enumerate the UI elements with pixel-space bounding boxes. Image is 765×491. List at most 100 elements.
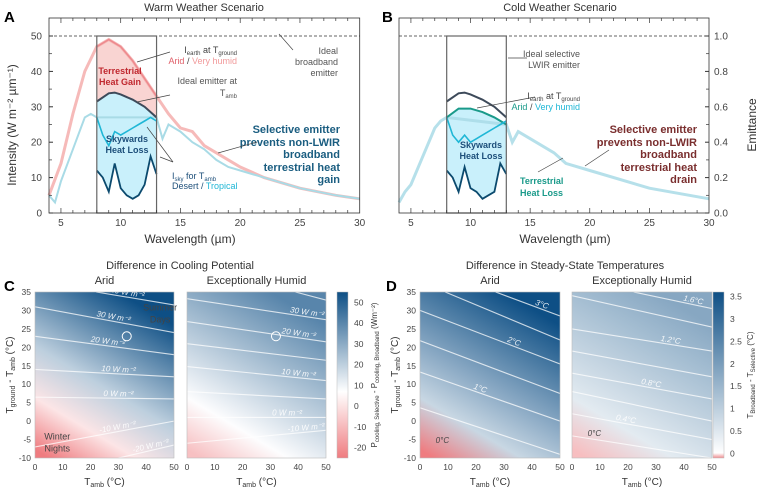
panel-label-c: C (4, 278, 15, 295)
skywards-label-2: Heat Loss (105, 145, 148, 155)
heatmap-arid: 40 W m⁻²30 W m⁻²20 W m⁻²10 W m⁻²0 W m⁻²-… (19, 275, 179, 489)
leader-line (136, 51, 171, 63)
colorbar-tick-label: 3.5 (730, 291, 742, 301)
y-axis-label-part: ground (395, 386, 402, 408)
contour-line (495, 292, 560, 317)
contour-line (444, 292, 560, 341)
x-tick-label: 15 (525, 218, 537, 229)
colorbar-tick-label: 2.5 (730, 336, 742, 346)
contour-label: 1°C (472, 382, 488, 395)
y-tick-label: 0.8 (714, 67, 728, 78)
panel-c: C Difference in Cooling Potential 40 W m… (4, 260, 381, 489)
colorbar-tick-label: 1 (730, 404, 735, 414)
selective-a-line: gain (317, 174, 340, 186)
contour-label: -10 W m⁻² (287, 421, 325, 433)
x-tick-label: 30 (266, 462, 276, 472)
contour-line (35, 335, 174, 356)
contour-line (295, 292, 326, 301)
colorbar-tick-label: 1.5 (730, 381, 742, 391)
x-tick-label: 0 (33, 462, 38, 472)
selective-a-line: broadband (283, 149, 340, 161)
x-tick-label: 30 (703, 218, 715, 229)
colorbar-label-part: - P (370, 383, 379, 395)
heat-gain-fill (96, 39, 157, 118)
panel-b-title: Cold Weather Scenario (503, 2, 617, 14)
y-tick-label: 30 (407, 305, 417, 315)
contour-line (35, 420, 174, 448)
heatmap-field (572, 292, 712, 458)
colorbar-label: Pcooling, Selective - Pcooling, Broadban… (370, 302, 381, 447)
colorbar-label-part: Broadband (751, 384, 757, 413)
colorbar-label-part: (Wm⁻²) (370, 302, 379, 331)
contour-label: 1.6°C (683, 294, 705, 307)
selective-b-line: terrestrial heat (621, 162, 698, 174)
y-tick-label: 30 (31, 102, 43, 113)
contour-line (187, 343, 326, 361)
y-tick-label: 0.2 (714, 173, 728, 184)
heatmap-field (420, 292, 560, 458)
leader-line (146, 126, 174, 163)
colorbar-tick-label: 2 (730, 359, 735, 369)
x-tick-label: 50 (169, 462, 179, 472)
contour-line (96, 292, 174, 306)
zero-contour-label: 0°C (436, 436, 450, 445)
x-tick-label: 30 (499, 462, 509, 472)
terrestrial-loss-1: Terrestrial (520, 176, 563, 186)
x-tick-label: 40 (679, 462, 689, 472)
selective-b-line: prevents non-LWIR (597, 137, 697, 149)
iearth-label-b: Iearth at Tground (527, 91, 580, 103)
x-axis-label: Tamb (°C) (236, 477, 276, 489)
x-tick-label: 30 (651, 462, 661, 472)
subplot-title: Exceptionally Humid (592, 275, 692, 287)
x-tick-label: 10 (465, 218, 477, 229)
colorbar-label-part: Selective (751, 347, 757, 372)
x-axis-label-part: amb (628, 482, 642, 489)
y-tick-label: 25 (22, 324, 32, 334)
y-tick-label: 0 (411, 416, 416, 426)
y-axis-label-part: ground (10, 386, 17, 408)
y-tick-label: 5 (411, 398, 416, 408)
iearth-legend: Arid / Very humid (168, 56, 237, 66)
panel-c-title: Difference in Cooling Potential (106, 260, 254, 272)
panel-a: A Warm Weather Scenario 5 10 15 20 25 30 0 10 20… (4, 2, 366, 246)
y-tick-label: -5 (23, 435, 31, 445)
x-tick-label: 40 (141, 462, 151, 472)
y-axis-label-part: - T (390, 371, 401, 386)
heatmap-frame (419, 291, 561, 459)
ideal-emitter-tamb-line (96, 91, 158, 119)
heatmap-frame (571, 291, 713, 459)
x-tick-label: 10 (595, 462, 605, 472)
colorbar-tick-label: -20 (354, 443, 367, 453)
ideal-emitter-tamb-line (446, 91, 507, 119)
contour-line (187, 320, 326, 343)
y-axis-label-part: T (5, 407, 16, 413)
colorbar-tick-label: 0.5 (730, 426, 742, 436)
contour-line (118, 444, 174, 458)
colorbar-label-part: T (746, 414, 755, 419)
y-tick-label: 15 (22, 361, 32, 371)
selective-b-line: broadband (640, 149, 697, 161)
x-axis-label-a: Wavelength (µm) (144, 232, 235, 246)
y-tick-label: -10 (404, 453, 417, 463)
selective-b-line: Selective emitter (610, 124, 698, 136)
heat-loss-fill (96, 92, 157, 199)
colorbar-tick-label: -10 (354, 422, 367, 432)
contour-line (35, 368, 174, 378)
y-tick-label: 30 (22, 305, 32, 315)
colorbar-tick-label: 40 (354, 318, 364, 328)
x-tick-label: 0 (570, 462, 575, 472)
x-tick-label: 10 (115, 218, 127, 229)
y-axis-label-part: T (390, 407, 401, 413)
contour-line (187, 391, 326, 400)
isky-legend: Desert / Tropical (172, 181, 238, 191)
x-axis-label-part: amb (90, 482, 104, 489)
colorbar-label-part: (°C) (746, 331, 755, 348)
x-tick-label: 10 (58, 462, 68, 472)
leader-line (584, 149, 610, 167)
contour-line (572, 372, 712, 400)
x-tick-label: 5 (58, 218, 64, 229)
panel-label-d: D (386, 278, 397, 295)
leader-line (159, 156, 174, 163)
